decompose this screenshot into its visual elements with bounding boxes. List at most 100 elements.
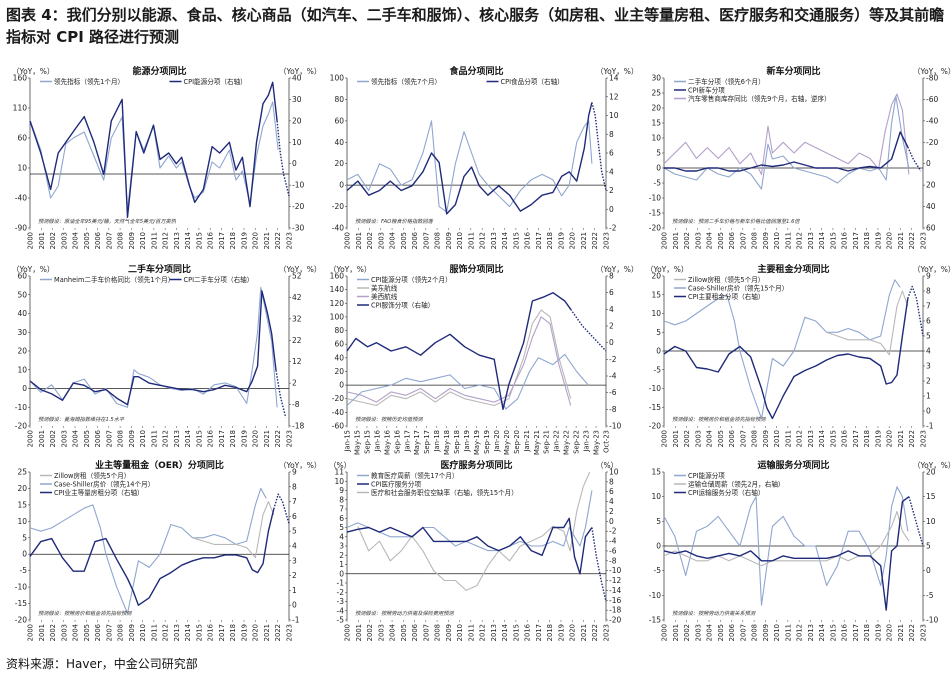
right-tick-label: 2 bbox=[609, 186, 614, 195]
forecast-assumption-note: 预测假设：原油全年95美元/桶，天然气全年5美元/百万英热 bbox=[38, 218, 177, 225]
x-tick-label: 2008 bbox=[434, 232, 442, 249]
x-tick-label: 2018 bbox=[229, 624, 237, 641]
chart-oer: 业主等量租金（OER）分项同比 （YoY，%）2520151050-5-10-15… bbox=[15, 459, 322, 641]
right-tick-label: -6 bbox=[609, 388, 617, 397]
x-tick-label: 2022 bbox=[274, 232, 282, 249]
legend-entry: 领先指标（领先7个月） bbox=[371, 77, 441, 86]
left-tick-label: -20 bbox=[15, 422, 27, 431]
x-tick-label: 2003 bbox=[377, 624, 385, 641]
legend-entry: 运输仓储周薪（领先2月，右轴） bbox=[688, 480, 785, 489]
series-line-2 bbox=[663, 298, 909, 420]
x-tick-label: 2004 bbox=[389, 624, 397, 641]
left-tick-label: 5 bbox=[22, 533, 27, 542]
legend-entry: Manheim二手车价格同比（领先1个月） bbox=[54, 275, 174, 284]
x-tick-label: 2010 bbox=[456, 232, 464, 249]
legend-entry: 汽车零售商库存同比（领先9个月，右轴，逆序） bbox=[688, 94, 831, 103]
x-tick-label: 2013 bbox=[807, 624, 815, 641]
chart-title: 能源分项同比 bbox=[132, 65, 186, 77]
right-tick-label: 0 bbox=[609, 517, 614, 526]
right-tick-label: -8 bbox=[609, 556, 617, 565]
left-tick-label: 140 bbox=[330, 285, 345, 294]
forecast-assumption-note: 预测假设：曼海姆指数维持在1.5水平 bbox=[38, 416, 125, 423]
x-tick-label: 2021 bbox=[263, 232, 271, 249]
right-tick-label: 1 bbox=[292, 586, 297, 595]
x-tick-label: 2000 bbox=[661, 232, 669, 249]
left-tick-label: 10 bbox=[334, 477, 344, 486]
x-tick-label: 2011 bbox=[150, 430, 158, 447]
left-tick-label: 15 bbox=[651, 119, 661, 128]
x-tick-label: 2014 bbox=[184, 624, 192, 641]
legend-entry: 美西航线 bbox=[371, 292, 398, 301]
series-line-1 bbox=[826, 290, 909, 356]
right-tick-label: 10 bbox=[926, 517, 936, 526]
left-tick-label: -10 bbox=[15, 403, 27, 412]
legend-entry: 领先指标（领先1个月） bbox=[54, 77, 124, 86]
left-axis-unit: （YoY，%） bbox=[646, 265, 688, 274]
right-tick-label: -20 bbox=[292, 202, 304, 211]
x-tick-label: 2013 bbox=[807, 232, 815, 249]
x-tick-label: Oct-23 bbox=[603, 430, 611, 453]
x-tick-label: 2001 bbox=[672, 232, 680, 249]
left-axis-unit: （YoY，%） bbox=[12, 265, 54, 274]
left-axis-unit: （%） bbox=[329, 461, 351, 470]
x-tick-label: 2020 bbox=[252, 430, 260, 447]
x-tick-label: 2006 bbox=[411, 624, 419, 641]
x-tick-label: 2012 bbox=[162, 232, 170, 249]
x-tick-label: 2016 bbox=[841, 430, 849, 447]
x-tick-label: 2004 bbox=[706, 624, 714, 641]
x-tick-label: 2008 bbox=[751, 232, 759, 249]
x-tick-label: Sep-19 bbox=[483, 430, 491, 454]
legend-entry: 教育医疗周薪（领先17个月） bbox=[371, 471, 459, 480]
forecast-line-3 bbox=[591, 527, 607, 602]
right-tick-label: 32 bbox=[292, 314, 302, 323]
x-tick-label: 2022 bbox=[591, 624, 599, 641]
x-tick-label: Jan-16 bbox=[373, 430, 381, 453]
x-tick-label: 2011 bbox=[784, 232, 792, 249]
x-tick-label: 2010 bbox=[773, 430, 781, 447]
right-tick-label: 0 bbox=[926, 566, 931, 575]
right-tick-label: 2 bbox=[926, 377, 931, 386]
left-tick-label: 20 bbox=[334, 159, 344, 168]
right-tick-label: 7 bbox=[292, 497, 297, 506]
right-tick-label: 12 bbox=[292, 357, 302, 366]
x-tick-label: 2012 bbox=[796, 430, 804, 447]
chart-title: 二手车分项同比 bbox=[128, 263, 191, 275]
x-tick-label: 2017 bbox=[535, 624, 543, 641]
series-line-0 bbox=[29, 487, 267, 614]
right-tick-label: 30 bbox=[292, 95, 302, 104]
x-tick-label: 2001 bbox=[355, 624, 363, 641]
series-line-0 bbox=[346, 309, 572, 407]
x-tick-label: 2017 bbox=[535, 232, 543, 249]
right-tick-label: 4 bbox=[292, 542, 297, 551]
x-tick-label: 2009 bbox=[762, 624, 770, 641]
right-tick-label: -16 bbox=[609, 596, 621, 605]
left-tick-label: 25 bbox=[651, 89, 661, 98]
right-tick-label: 10 bbox=[292, 138, 302, 147]
x-tick-label: 2008 bbox=[117, 624, 125, 641]
right-axis-unit: （YoY，%） bbox=[596, 265, 638, 274]
right-tick-label: 6 bbox=[292, 512, 297, 521]
right-tick-label: 5 bbox=[292, 527, 297, 536]
x-tick-label: 2013 bbox=[173, 430, 181, 447]
left-tick-label: 3 bbox=[339, 542, 344, 551]
left-tick-label: 1 bbox=[339, 560, 344, 569]
x-tick-label: 2022 bbox=[908, 624, 916, 641]
x-tick-label: 2017 bbox=[218, 624, 226, 641]
x-tick-label: 2001 bbox=[672, 430, 680, 447]
right-tick-label: -1 bbox=[292, 616, 300, 625]
x-tick-label: 2002 bbox=[683, 624, 691, 641]
x-tick-label: 2023 bbox=[920, 232, 928, 249]
right-tick-label: -30 bbox=[292, 224, 304, 233]
left-tick-label: 0 bbox=[656, 347, 661, 356]
left-tick-label: -5 bbox=[654, 179, 662, 188]
x-tick-label: 2012 bbox=[796, 232, 804, 249]
series-line-0 bbox=[346, 120, 593, 213]
x-tick-label: 2005 bbox=[400, 232, 408, 249]
x-tick-label: 2009 bbox=[128, 624, 136, 641]
right-tick-label: -2 bbox=[609, 355, 617, 364]
x-tick-label: 2003 bbox=[694, 232, 702, 249]
left-tick-label: 2 bbox=[339, 551, 344, 560]
legend-entry: CPI运输服务分项（右轴） bbox=[688, 488, 764, 497]
series-line-2 bbox=[664, 131, 909, 172]
